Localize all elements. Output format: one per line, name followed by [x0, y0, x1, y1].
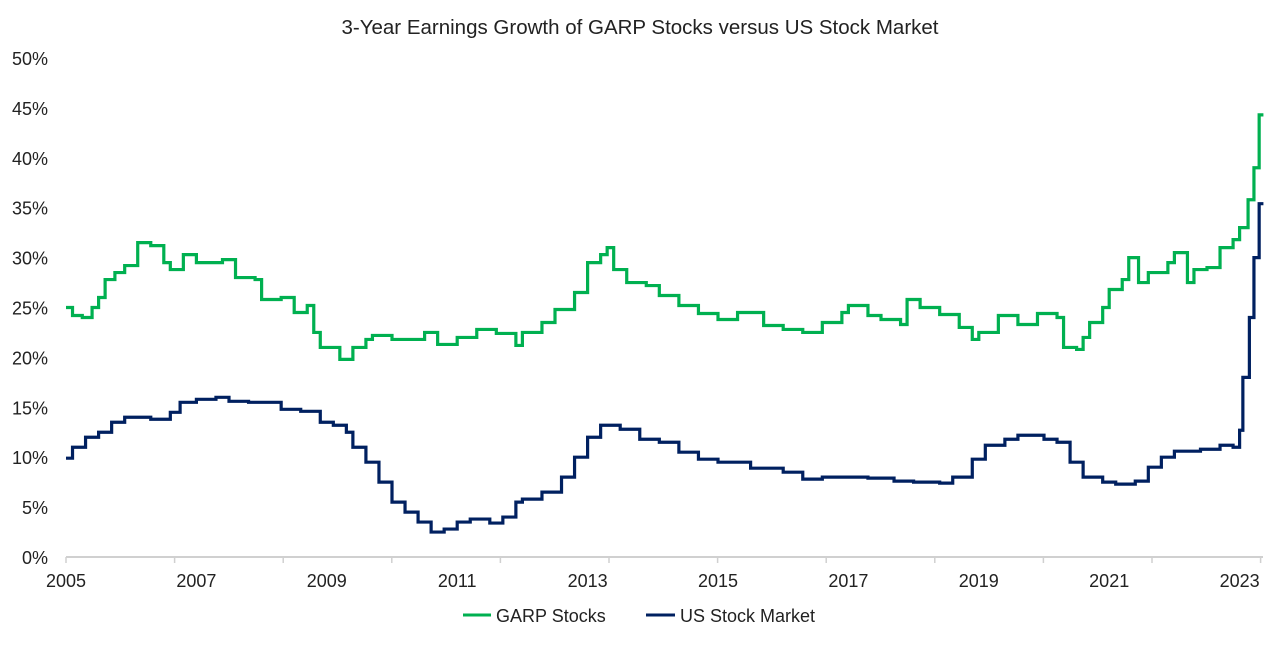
- y-tick-label: 5%: [22, 498, 48, 518]
- y-tick-label: 15%: [12, 398, 48, 418]
- y-tick-label: 40%: [12, 149, 48, 169]
- y-tick-label: 20%: [12, 348, 48, 368]
- x-tick-label: 2019: [959, 571, 999, 591]
- x-tick-label: 2005: [46, 571, 86, 591]
- y-tick-label: 35%: [12, 199, 48, 219]
- legend: GARP Stocks US Stock Market: [463, 606, 815, 626]
- y-tick-label: 45%: [12, 99, 48, 119]
- x-tick-label: 2021: [1089, 571, 1129, 591]
- x-tick-label: 2023: [1220, 571, 1260, 591]
- series-line-us-stock-market: [66, 202, 1264, 534]
- y-tick-label: 30%: [12, 249, 48, 269]
- legend-label-garp: GARP Stocks: [496, 606, 606, 626]
- y-tick-label: 25%: [12, 299, 48, 319]
- x-tick-label: 2009: [307, 571, 347, 591]
- y-tick-label: 10%: [12, 448, 48, 468]
- legend-label-us-market: US Stock Market: [680, 606, 815, 626]
- x-tick-label: 2013: [568, 571, 608, 591]
- series-line-garp-stocks: [66, 113, 1264, 361]
- x-tick-label: 2017: [828, 571, 868, 591]
- x-tick-label: 2007: [176, 571, 216, 591]
- y-tick-label: 0%: [22, 548, 48, 568]
- chart-title: 3-Year Earnings Growth of GARP Stocks ve…: [341, 16, 938, 39]
- x-tick-label: 2015: [698, 571, 738, 591]
- x-tick-label: 2011: [438, 571, 477, 591]
- y-tick-label: 50%: [12, 49, 48, 69]
